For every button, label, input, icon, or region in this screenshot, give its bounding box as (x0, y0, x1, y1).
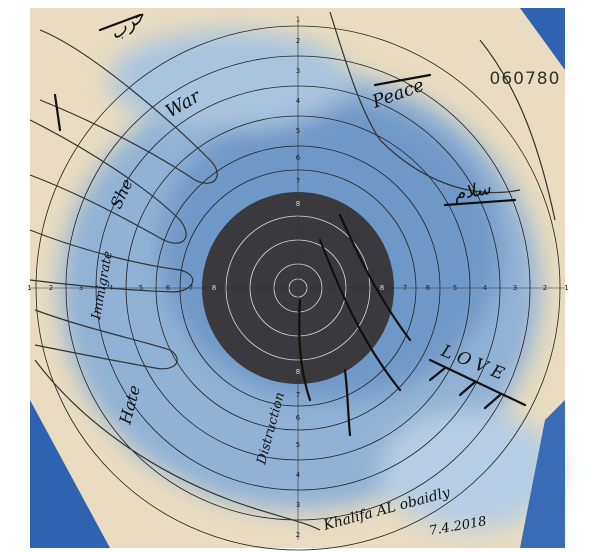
blue-corner (520, 8, 565, 70)
ring-label: 6 (296, 154, 301, 162)
ring-label: 8 (212, 284, 216, 292)
ring-label: 4 (483, 284, 488, 292)
ink-stroke (338, 213, 412, 342)
palm (34, 359, 321, 531)
ring-label: 5 (453, 284, 457, 292)
ring-label: 3 (513, 284, 517, 292)
hand-right (329, 11, 521, 194)
ink-stroke (53, 13, 517, 207)
ring-label: 8 (380, 284, 384, 292)
ink-stroke (318, 238, 402, 392)
finger (29, 229, 194, 293)
ring-label: 8 (296, 368, 300, 376)
finger (39, 29, 218, 184)
finger (29, 119, 187, 244)
hand-right (479, 39, 556, 221)
ring-label: 7 (296, 177, 300, 185)
ring-label: 2 (296, 531, 300, 539)
ring-label: 1 (27, 284, 31, 292)
ink-stroke (298, 298, 312, 402)
blue-corner (30, 400, 110, 548)
ring-label: 2 (543, 284, 547, 292)
ring-label: 6 (296, 414, 301, 422)
arrow (428, 366, 502, 410)
serial-number: 060780 (490, 69, 561, 89)
ink-stroke (343, 368, 352, 437)
ring-label: 6 (426, 284, 431, 292)
ring-label: 3 (296, 501, 300, 509)
ring-label: 8 (296, 200, 300, 208)
ring-label: 7 (296, 391, 300, 399)
ring-label: 5 (139, 284, 143, 292)
ring-label: 5 (296, 127, 300, 135)
ring-label: 4 (296, 97, 301, 105)
ring-label: 7 (403, 284, 407, 292)
finger (34, 309, 178, 370)
ring-label: 2 (49, 284, 53, 292)
ring-label: 4 (296, 471, 301, 479)
hand-outlines (29, 11, 556, 531)
ring-label: 1 (564, 284, 568, 292)
target: 11112222333344445555666677778888 (27, 16, 569, 551)
ring-label: 3 (296, 67, 300, 75)
blue-corner (520, 400, 565, 548)
ring-label: 3 (79, 284, 83, 292)
ring-label: 1 (296, 16, 300, 24)
ring-label: 2 (296, 37, 300, 45)
ring-label: 6 (166, 284, 171, 292)
ring-label: 5 (296, 441, 300, 449)
ink-strokes (53, 13, 527, 437)
ring-label: 7 (189, 284, 193, 292)
